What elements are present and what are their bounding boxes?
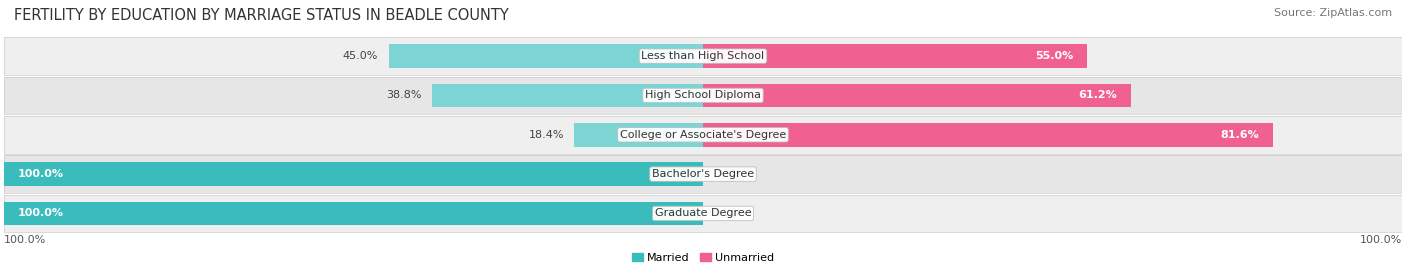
Bar	[575, 123, 703, 147]
Text: 38.8%: 38.8%	[385, 90, 422, 100]
Text: Bachelor's Degree: Bachelor's Degree	[652, 169, 754, 179]
Bar	[4, 37, 1402, 75]
Text: College or Associate's Degree: College or Associate's Degree	[620, 130, 786, 140]
Legend: Married, Unmarried: Married, Unmarried	[633, 253, 773, 263]
Bar	[4, 194, 1402, 232]
Text: 0.0%: 0.0%	[713, 208, 742, 218]
Text: 45.0%: 45.0%	[343, 51, 378, 61]
Text: High School Diploma: High School Diploma	[645, 90, 761, 100]
Text: Less than High School: Less than High School	[641, 51, 765, 61]
Text: 81.6%: 81.6%	[1220, 130, 1260, 140]
Bar	[4, 194, 1402, 232]
Text: 61.2%: 61.2%	[1078, 90, 1116, 100]
Text: Source: ZipAtlas.com: Source: ZipAtlas.com	[1274, 8, 1392, 18]
Bar	[4, 155, 1402, 193]
Bar	[703, 123, 1274, 147]
Text: 100.0%: 100.0%	[1360, 235, 1402, 245]
Text: 100.0%: 100.0%	[18, 169, 65, 179]
Bar	[4, 162, 703, 186]
Bar	[388, 44, 703, 68]
Text: Graduate Degree: Graduate Degree	[655, 208, 751, 218]
Bar	[432, 84, 703, 107]
Bar	[4, 77, 1402, 114]
Bar	[4, 116, 1402, 154]
Text: 100.0%: 100.0%	[18, 208, 65, 218]
Bar	[4, 116, 1402, 154]
Text: 55.0%: 55.0%	[1035, 51, 1073, 61]
Text: 100.0%: 100.0%	[4, 235, 46, 245]
Bar	[4, 77, 1402, 114]
Bar	[4, 202, 703, 225]
Bar	[4, 155, 1402, 193]
Text: 0.0%: 0.0%	[713, 169, 742, 179]
Bar	[4, 37, 1402, 75]
Text: 18.4%: 18.4%	[529, 130, 564, 140]
Bar	[703, 84, 1130, 107]
Bar	[703, 44, 1087, 68]
Text: FERTILITY BY EDUCATION BY MARRIAGE STATUS IN BEADLE COUNTY: FERTILITY BY EDUCATION BY MARRIAGE STATU…	[14, 8, 509, 23]
